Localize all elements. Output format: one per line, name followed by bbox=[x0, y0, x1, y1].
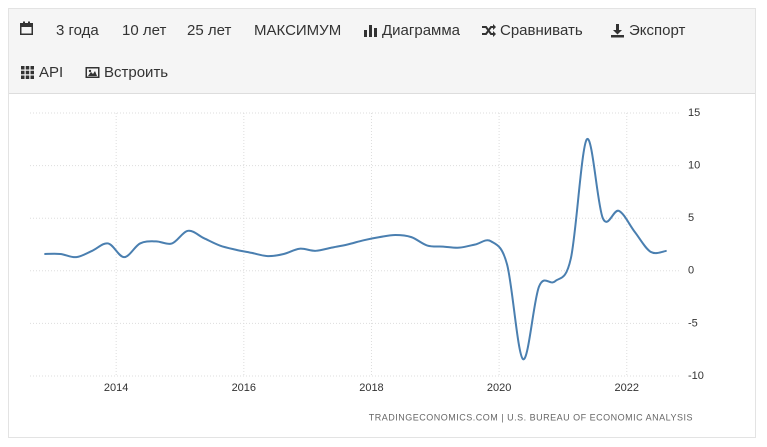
y-tick-label: 15 bbox=[688, 107, 700, 119]
button-label: Экспорт bbox=[629, 22, 686, 39]
calendar-button[interactable] bbox=[19, 21, 34, 36]
y-tick-label: 0 bbox=[688, 265, 694, 277]
toolbar-button[interactable]: 10 лет bbox=[122, 22, 167, 39]
button-label: Диаграмма bbox=[382, 22, 461, 39]
x-tick-label: 2022 bbox=[615, 382, 639, 394]
x-tick-label: 2020 bbox=[487, 382, 511, 394]
button-label: Сравнивать bbox=[500, 22, 583, 39]
compare-button[interactable]: Сравнивать bbox=[481, 22, 583, 39]
toolbar-button[interactable]: МАКСИМУМ bbox=[254, 22, 342, 39]
chart-button[interactable]: Диаграмма bbox=[363, 22, 460, 39]
y-tick-label: 10 bbox=[688, 160, 700, 172]
y-tick-label: 5 bbox=[688, 212, 694, 224]
toolbar: 3 года 10 лет 25 лет МАКСИМУМ Диаграмма … bbox=[9, 9, 755, 94]
y-tick-label: -10 bbox=[688, 370, 704, 382]
x-tick-label: 2016 bbox=[232, 382, 256, 394]
button-label: API bbox=[39, 64, 64, 81]
export-button[interactable]: Экспорт bbox=[610, 22, 685, 39]
api-button[interactable]: API bbox=[20, 64, 63, 81]
source: TRADINGECONOMICS.COM | U.S. BUREAU OF EC… bbox=[369, 412, 693, 422]
x-tick-label: 2018 bbox=[359, 382, 383, 394]
x-tick-label: 2014 bbox=[104, 382, 128, 394]
toolbar-button[interactable]: 25 лет bbox=[187, 22, 232, 39]
y-tick-label: -5 bbox=[688, 317, 698, 329]
embed-button[interactable]: Встроить bbox=[85, 64, 168, 81]
button-label: Встроить bbox=[104, 64, 169, 81]
widget: 3 года 10 лет 25 лет МАКСИМУМ Диаграмма … bbox=[8, 8, 756, 438]
data-line bbox=[44, 138, 667, 361]
toolbar-button[interactable]: 3 года bbox=[56, 22, 99, 39]
